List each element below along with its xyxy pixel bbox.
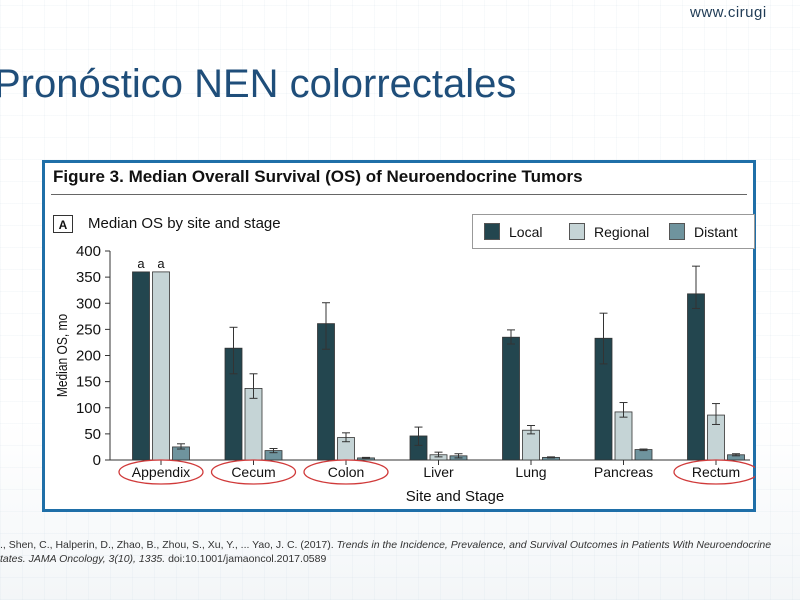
highlight-ellipse-cecum: [210, 459, 297, 485]
x-tick-label-cecum: Cecum: [231, 464, 275, 480]
y-tick-label: 100: [76, 400, 101, 417]
bar-appendix-local: [132, 271, 150, 461]
slide-title: Pronóstico NEN colorrectales: [0, 62, 517, 106]
bar-cecum-regional: [244, 388, 263, 461]
legend-label-local: Local: [509, 224, 543, 240]
x-tick-label-liver: Liver: [423, 464, 454, 480]
highlight-ellipse-appendix: [118, 459, 204, 485]
chart-legend: Local Regional Distant: [472, 214, 755, 249]
bar-chart: 0 50 100 150 200 250 300 350 400 Median OS, mo App…: [54, 243, 755, 505]
x-axis-label: Site and Stage: [406, 488, 504, 505]
figure-title: Figure 3. Median Overall Survival (OS) o…: [53, 167, 583, 186]
x-tick-label-appendix: Appendix: [132, 464, 190, 480]
highlight-ellipse-colon: [303, 459, 389, 485]
y-tick-label: 250: [76, 321, 101, 338]
legend-swatch-distant: [669, 223, 685, 240]
bar-rectum-local: [687, 293, 705, 461]
citation-line-1: ., Shen, C., Halperin, D., Zhao, B., Zho…: [0, 538, 800, 552]
legend-swatch-local: [484, 223, 500, 240]
bar-lung-regional: [522, 429, 540, 461]
bar-appendix-regional: [152, 271, 170, 461]
citation-journal: tates. JAMA Oncology, 3(10), 1335.: [0, 553, 166, 565]
citation: ., Shen, C., Halperin, D., Zhao, B., Zho…: [0, 538, 800, 566]
site-url: www.cirugi: [690, 4, 767, 21]
x-tick-label-colon: Colon: [328, 464, 365, 480]
y-tick-label: 200: [76, 348, 101, 365]
panel-subtitle: Median OS by site and stage: [88, 215, 281, 232]
bar-pancreas-regional: [614, 411, 633, 461]
y-tick-label: 300: [76, 295, 101, 312]
y-tick-label: 150: [76, 374, 101, 391]
y-tick-label: 350: [76, 269, 101, 286]
legend-label-distant: Distant: [694, 224, 738, 240]
panel-letter: A: [53, 215, 73, 233]
bar-annotation: a: [137, 256, 145, 271]
y-axis-label: Median OS, mo: [54, 314, 71, 397]
citation-authors: ., Shen, C., Halperin, D., Zhao, B., Zho…: [0, 539, 337, 551]
x-tick-label-lung: Lung: [515, 464, 546, 480]
citation-article-title: Trends in the Incidence, Prevalence, and…: [336, 539, 772, 551]
y-tick-label: 50: [84, 426, 101, 443]
y-tick-label: 0: [93, 452, 101, 469]
citation-line-2: tates. JAMA Oncology, 3(10), 1335. doi:1…: [0, 552, 800, 566]
bar-lung-local: [502, 336, 520, 461]
x-tick-label-pancreas: Pancreas: [594, 464, 653, 480]
highlight-ellipse-rectum: [673, 459, 755, 485]
figure-title-rule: [51, 194, 747, 195]
legend-swatch-regional: [569, 223, 585, 240]
legend-label-regional: Regional: [594, 224, 650, 240]
bar-pancreas-distant: [634, 449, 653, 461]
x-tick-label-rectum: Rectum: [692, 464, 740, 480]
y-tick-label: 400: [76, 243, 101, 260]
bar-annotation: a: [157, 256, 165, 271]
citation-doi: doi:10.1001/jamaoncol.2017.0589: [165, 553, 327, 565]
